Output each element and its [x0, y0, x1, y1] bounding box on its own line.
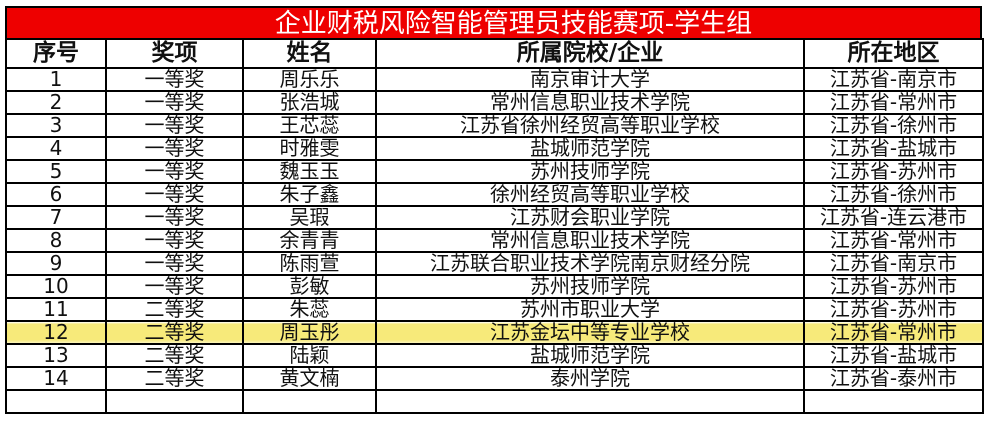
table-row: 8 一等奖 余青青 常州信息职业技术学院 江苏省-常州市 — [5, 228, 984, 253]
cell-region: 江苏省-泰州市 — [803, 366, 984, 391]
table-row: 11 二等奖 朱蕊 苏州市职业大学 江苏省-苏州市 — [5, 297, 984, 322]
cell-region: 江苏省-徐州市 — [803, 182, 984, 207]
cell-region: 江苏省-盐城市 — [803, 343, 984, 368]
cell-award: 一等奖 — [105, 205, 244, 230]
cell-school: 常州信息职业技术学院 — [375, 228, 805, 253]
results-sheet: 企业财税风险智能管理员技能赛项-学生组 序号 奖项 姓名 所属院校/企业 所在地… — [5, 6, 984, 414]
cell-empty — [803, 389, 984, 414]
cell-school: 苏州技师学院 — [375, 274, 805, 299]
cell-index: 14 — [5, 366, 107, 391]
table-row: 10 一等奖 彭敏 苏州技师学院 江苏省-苏州市 — [5, 274, 984, 299]
cell-school: 盐城师范学院 — [375, 343, 805, 368]
cell-index: 10 — [5, 274, 107, 299]
cell-index: 7 — [5, 205, 107, 230]
cell-empty — [5, 389, 107, 414]
cell-award: 一等奖 — [105, 113, 244, 138]
cell-award: 一等奖 — [105, 182, 244, 207]
cell-name: 彭敏 — [242, 274, 377, 299]
cell-school: 江苏联合职业技术学院南京财经分院 — [375, 251, 805, 276]
cell-school: 常州信息职业技术学院 — [375, 90, 805, 115]
cell-name: 陈雨萱 — [242, 251, 377, 276]
cell-award: 二等奖 — [105, 343, 244, 368]
cell-award: 一等奖 — [105, 251, 244, 276]
cell-region: 江苏省-南京市 — [803, 67, 984, 92]
cell-name: 陆颖 — [242, 343, 377, 368]
cell-name: 魏玉玉 — [242, 159, 377, 184]
cell-index: 1 — [5, 67, 107, 92]
cell-award: 一等奖 — [105, 274, 244, 299]
cell-region: 江苏省-苏州市 — [803, 274, 984, 299]
cell-region: 江苏省-苏州市 — [803, 159, 984, 184]
cell-school: 盐城师范学院 — [375, 136, 805, 161]
cell-school: 泰州学院 — [375, 366, 805, 391]
cell-name: 朱子鑫 — [242, 182, 377, 207]
header-school: 所属院校/企业 — [375, 38, 805, 69]
cell-region: 江苏省-常州市 — [803, 320, 984, 345]
table-row: 2 一等奖 张浩城 常州信息职业技术学院 江苏省-常州市 — [5, 90, 984, 115]
table-row: 5 一等奖 魏玉玉 苏州技师学院 江苏省-苏州市 — [5, 159, 984, 184]
cell-name: 时雅雯 — [242, 136, 377, 161]
cell-index: 4 — [5, 136, 107, 161]
cell-region: 江苏省-常州市 — [803, 228, 984, 253]
cell-region: 江苏省-苏州市 — [803, 297, 984, 322]
table-row: 9 一等奖 陈雨萱 江苏联合职业技术学院南京财经分院 江苏省-南京市 — [5, 251, 984, 276]
header-row: 序号 奖项 姓名 所属院校/企业 所在地区 — [5, 38, 984, 69]
cell-index: 6 — [5, 182, 107, 207]
header-region: 所在地区 — [803, 38, 984, 69]
cell-school: 江苏省徐州经贸高等职业学校 — [375, 113, 805, 138]
cell-school: 南京审计大学 — [375, 67, 805, 92]
cell-index: 3 — [5, 113, 107, 138]
table-row: 4 一等奖 时雅雯 盐城师范学院 江苏省-盐城市 — [5, 136, 984, 161]
cell-empty — [105, 389, 244, 414]
cell-award: 二等奖 — [105, 297, 244, 322]
cell-name: 周乐乐 — [242, 67, 377, 92]
header-award: 奖项 — [105, 38, 244, 69]
cell-index: 12 — [5, 320, 107, 345]
cell-index: 8 — [5, 228, 107, 253]
cell-school: 江苏金坛中等专业学校 — [375, 320, 805, 345]
cell-region: 江苏省-徐州市 — [803, 113, 984, 138]
cell-award: 一等奖 — [105, 90, 244, 115]
header-name: 姓名 — [242, 38, 377, 69]
cell-name: 吴瑕 — [242, 205, 377, 230]
cell-award: 一等奖 — [105, 136, 244, 161]
table-row: 14 二等奖 黄文楠 泰州学院 江苏省-泰州市 — [5, 366, 984, 391]
cell-name: 周玉彤 — [242, 320, 377, 345]
cell-award: 一等奖 — [105, 159, 244, 184]
sheet-title: 企业财税风险智能管理员技能赛项-学生组 — [5, 6, 982, 39]
table-row: 1 一等奖 周乐乐 南京审计大学 江苏省-南京市 — [5, 67, 984, 92]
table-row: 6 一等奖 朱子鑫 徐州经贸高等职业学校 江苏省-徐州市 — [5, 182, 984, 207]
cell-name: 黄文楠 — [242, 366, 377, 391]
cell-empty — [375, 389, 805, 414]
cell-award: 二等奖 — [105, 320, 244, 345]
cell-school: 苏州市职业大学 — [375, 297, 805, 322]
cell-school: 江苏财会职业学院 — [375, 205, 805, 230]
cell-region: 江苏省-连云港市 — [803, 205, 984, 230]
cell-award: 一等奖 — [105, 228, 244, 253]
cell-empty — [242, 389, 377, 414]
cell-name: 朱蕊 — [242, 297, 377, 322]
cell-school: 苏州技师学院 — [375, 159, 805, 184]
table-row: 7 一等奖 吴瑕 江苏财会职业学院 江苏省-连云港市 — [5, 205, 984, 230]
header-index: 序号 — [5, 38, 107, 69]
table-row-partial — [5, 389, 984, 414]
cell-index: 9 — [5, 251, 107, 276]
cell-school: 徐州经贸高等职业学校 — [375, 182, 805, 207]
table-row: 12 二等奖 周玉彤 江苏金坛中等专业学校 江苏省-常州市 — [5, 320, 984, 345]
cell-name: 张浩城 — [242, 90, 377, 115]
cell-index: 13 — [5, 343, 107, 368]
results-table: 序号 奖项 姓名 所属院校/企业 所在地区 1 一等奖 周乐乐 南京审计大学 江苏省-南… — [5, 38, 984, 414]
cell-index: 2 — [5, 90, 107, 115]
cell-index: 5 — [5, 159, 107, 184]
cell-index: 11 — [5, 297, 107, 322]
cell-name: 王芯蕊 — [242, 113, 377, 138]
table-row: 13 二等奖 陆颖 盐城师范学院 江苏省-盐城市 — [5, 343, 984, 368]
cell-region: 江苏省-盐城市 — [803, 136, 984, 161]
cell-award: 二等奖 — [105, 366, 244, 391]
cell-region: 江苏省-南京市 — [803, 251, 984, 276]
cell-region: 江苏省-常州市 — [803, 90, 984, 115]
cell-name: 余青青 — [242, 228, 377, 253]
table-row: 3 一等奖 王芯蕊 江苏省徐州经贸高等职业学校 江苏省-徐州市 — [5, 113, 984, 138]
cell-award: 一等奖 — [105, 67, 244, 92]
